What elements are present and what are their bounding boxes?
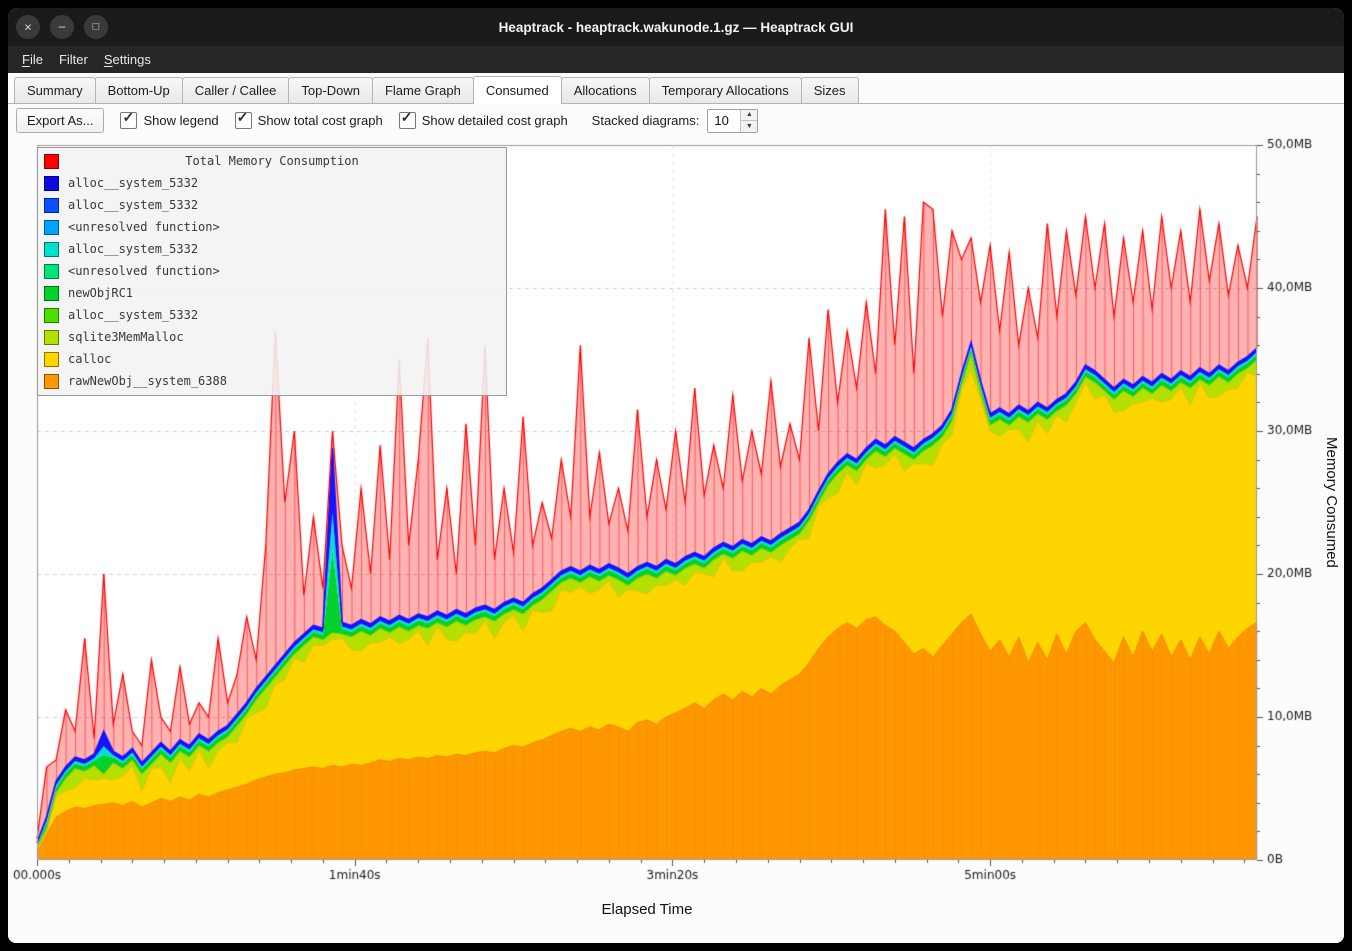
legend-label: rawNewObj__system_6388 bbox=[68, 374, 227, 388]
checkbox-box[interactable]: ✓ bbox=[398, 109, 416, 129]
legend-swatch bbox=[44, 351, 59, 367]
legend-swatch bbox=[44, 241, 59, 257]
legend-swatch bbox=[44, 373, 59, 389]
titlebar: × − □ Heaptrack - heaptrack.wakunode.1.g… bbox=[8, 8, 1344, 46]
legend-item: alloc__system_5332 bbox=[38, 304, 506, 326]
legend-item: newObjRC1 bbox=[38, 282, 506, 304]
tab-bottom-up[interactable]: Bottom-Up bbox=[94, 77, 183, 103]
export-as-button[interactable]: Export As... bbox=[16, 108, 105, 133]
chart-legend: Total Memory Consumption alloc__system_5… bbox=[37, 147, 507, 396]
x-axis-title: Elapsed Time bbox=[601, 901, 693, 918]
tab-sizes[interactable]: Sizes bbox=[800, 77, 859, 103]
legend-label: alloc__system_5332 bbox=[68, 242, 199, 256]
stacked-diagrams-input[interactable] bbox=[708, 109, 741, 132]
legend-swatch bbox=[44, 219, 59, 235]
tab-allocations[interactable]: Allocations bbox=[560, 77, 650, 103]
legend-item: <unresolved function> bbox=[38, 216, 506, 238]
heaptrack-window: × − □ Heaptrack - heaptrack.wakunode.1.g… bbox=[8, 8, 1344, 943]
legend-title: Total Memory Consumption bbox=[185, 154, 359, 168]
legend-title-row: Total Memory Consumption bbox=[38, 150, 506, 172]
legend-item: calloc bbox=[38, 348, 506, 370]
tab-bar: Summary Bottom-Up Caller / Callee Top-Down F… bbox=[8, 73, 1344, 104]
check-icon: ✓ bbox=[236, 109, 249, 125]
tab-temporary-allocations[interactable]: Temporary Allocations bbox=[648, 77, 802, 103]
legend-item: <unresolved function> bbox=[38, 260, 506, 282]
checkbox-box[interactable]: ✓ bbox=[120, 109, 138, 129]
tab-summary[interactable]: Summary bbox=[14, 77, 96, 103]
checkbox-box[interactable]: ✓ bbox=[234, 109, 252, 129]
legend-label: <unresolved function> bbox=[68, 220, 220, 234]
menubar: File Filter Settings bbox=[8, 46, 1344, 73]
legend-label: alloc__system_5332 bbox=[68, 198, 199, 212]
legend-label: sqlite3MemMalloc bbox=[68, 330, 184, 344]
spin-down-button[interactable]: ▼ bbox=[741, 120, 758, 132]
y-axis-title: Memory Consumed bbox=[1323, 437, 1340, 568]
menu-item-settings[interactable]: Settings bbox=[103, 52, 151, 67]
legend-swatch bbox=[44, 307, 59, 323]
legend-swatch bbox=[44, 329, 59, 345]
check-icon: ✓ bbox=[400, 109, 413, 125]
stacked-diagrams-group: Stacked diagrams: ▲ ▼ bbox=[591, 108, 759, 133]
legend-label: alloc__system_5332 bbox=[68, 176, 199, 190]
tab-caller-callee[interactable]: Caller / Callee bbox=[181, 77, 290, 103]
spin-down-icon: ▼ bbox=[745, 122, 753, 130]
legend-label: calloc bbox=[68, 352, 112, 366]
checkbox-label: Show legend bbox=[143, 113, 219, 128]
legend-item: alloc__system_5332 bbox=[38, 194, 506, 216]
spin-up-icon: ▲ bbox=[745, 111, 753, 119]
legend-label: alloc__system_5332 bbox=[68, 308, 199, 322]
legend-item: rawNewObj__system_6388 bbox=[38, 370, 506, 392]
minimize-button[interactable]: − bbox=[50, 15, 74, 39]
checkbox-label: Show detailed cost graph bbox=[421, 113, 568, 128]
checkbox-group: ✓ Show legend ✓ Show total cost graph ✓ Show … bbox=[120, 109, 568, 129]
legend-label: <unresolved function> bbox=[68, 264, 220, 278]
chart-area: Total Memory Consumption alloc__system_5… bbox=[8, 137, 1344, 943]
spin-up-button[interactable]: ▲ bbox=[741, 109, 758, 120]
legend-item: alloc__system_5332 bbox=[38, 238, 506, 260]
tab-consumed[interactable]: Consumed bbox=[472, 76, 562, 104]
legend-item: alloc__system_5332 bbox=[38, 172, 506, 194]
legend-swatch bbox=[44, 175, 59, 191]
minimize-icon: − bbox=[58, 19, 66, 34]
checkbox-label: Show total cost graph bbox=[257, 113, 383, 128]
legend-swatch bbox=[44, 263, 59, 279]
stacked-diagrams-label: Stacked diagrams: bbox=[591, 113, 700, 128]
toolbar: Export As... ✓ Show legend ✓ Show total cos… bbox=[8, 104, 1344, 137]
checkbox-show-total-cost-graph[interactable]: ✓ Show total cost graph bbox=[234, 109, 383, 129]
stacked-diagrams-spinbox: ▲ ▼ bbox=[707, 108, 759, 133]
tab-flame-graph[interactable]: Flame Graph bbox=[371, 77, 474, 103]
check-icon: ✓ bbox=[122, 109, 135, 125]
maximize-icon: □ bbox=[92, 20, 100, 32]
legend-label: newObjRC1 bbox=[68, 286, 134, 300]
legend-title-swatch bbox=[44, 153, 59, 169]
checkbox-show-legend[interactable]: ✓ Show legend bbox=[120, 109, 219, 129]
close-icon: × bbox=[24, 19, 32, 34]
checkbox-show-detailed-cost-graph[interactable]: ✓ Show detailed cost graph bbox=[398, 109, 568, 129]
tab-top-down[interactable]: Top-Down bbox=[288, 77, 373, 103]
legend-swatch bbox=[44, 285, 59, 301]
close-button[interactable]: × bbox=[16, 15, 40, 39]
window-title: Heaptrack - heaptrack.wakunode.1.gz — He… bbox=[498, 19, 854, 35]
legend-item: sqlite3MemMalloc bbox=[38, 326, 506, 348]
legend-swatch bbox=[44, 197, 59, 213]
maximize-button[interactable]: □ bbox=[84, 15, 108, 39]
menu-item-filter[interactable]: Filter bbox=[58, 52, 88, 67]
menu-item-file[interactable]: File bbox=[22, 52, 43, 67]
